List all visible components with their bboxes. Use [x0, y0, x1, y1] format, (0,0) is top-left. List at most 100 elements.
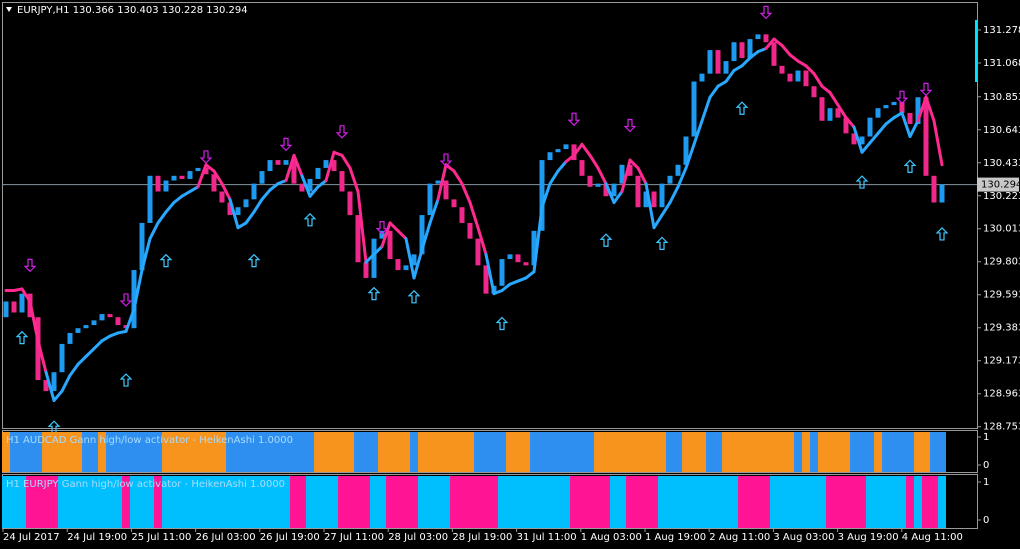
ha-bar	[835, 108, 841, 118]
state-column	[650, 476, 658, 528]
activator-line	[620, 158, 632, 194]
buy-arrow	[903, 159, 917, 173]
ha-bar	[803, 70, 809, 87]
state-column	[74, 476, 82, 528]
ha-bar	[307, 178, 313, 192]
ha-bar	[483, 265, 489, 294]
state-column	[2, 432, 10, 472]
activator-line	[572, 142, 584, 157]
ha-bar	[299, 183, 305, 192]
main-frame	[2, 2, 978, 429]
activator-line	[892, 111, 904, 120]
activator-line	[388, 221, 400, 233]
state-column	[146, 476, 154, 528]
buy-arrow	[119, 373, 133, 387]
state-column	[538, 476, 546, 528]
ha-bar	[683, 136, 689, 165]
state-column	[522, 476, 530, 528]
ha-bar	[195, 167, 201, 172]
state-column	[810, 476, 818, 528]
activator-line	[68, 362, 80, 377]
state-column	[898, 476, 906, 528]
state-column	[418, 476, 426, 528]
activator-line	[484, 252, 496, 296]
ha-bar	[643, 191, 649, 208]
activator-line	[412, 248, 424, 280]
state-column	[714, 432, 722, 472]
activator-line	[548, 169, 560, 186]
sell-arrow	[567, 112, 581, 127]
activator-line	[532, 205, 544, 274]
state-column	[618, 432, 626, 472]
state-column	[314, 476, 322, 528]
ha-bar	[915, 97, 921, 124]
state-column	[26, 432, 34, 472]
x-tick-label: 24 Jul 2017	[3, 532, 60, 543]
state-column	[466, 476, 474, 528]
activator-line	[732, 64, 744, 73]
state-column	[738, 432, 746, 472]
x-tick-label: 1 Aug 03:00	[581, 532, 642, 543]
sell-arrow	[199, 150, 213, 164]
state-column	[722, 476, 730, 528]
ha-bar	[227, 202, 233, 216]
state-column	[298, 432, 306, 472]
state-column	[906, 476, 914, 528]
state-column	[690, 432, 698, 472]
ha-bar	[867, 117, 873, 137]
state-column	[330, 432, 338, 472]
activator-line	[500, 282, 512, 293]
activator-line	[884, 116, 896, 126]
ha-bar	[283, 160, 289, 165]
activator-line	[76, 355, 88, 366]
state-column	[82, 432, 90, 472]
state-column	[346, 476, 354, 528]
state-column	[242, 432, 250, 472]
state-column	[362, 432, 370, 472]
state-column	[66, 476, 74, 528]
state-column	[106, 432, 114, 472]
state-column	[186, 432, 194, 472]
ha-bar	[539, 160, 545, 231]
activator-line	[524, 270, 536, 280]
state-column	[34, 476, 42, 528]
state-column	[578, 432, 586, 472]
state-column	[850, 432, 858, 472]
state-column	[514, 432, 522, 472]
state-column	[74, 432, 82, 472]
state-column	[522, 432, 530, 472]
state-column	[42, 432, 50, 472]
x-tick-label: 28 Jul 19:00	[452, 532, 512, 543]
state-column	[58, 432, 66, 472]
ha-bar	[467, 222, 473, 239]
state-column	[642, 476, 650, 528]
ha-bar	[547, 152, 553, 161]
activator-line	[148, 221, 160, 241]
state-column	[538, 432, 546, 472]
ha-bar	[499, 259, 505, 286]
state-column	[386, 432, 394, 472]
ha-bar	[923, 97, 929, 176]
state-column	[354, 476, 362, 528]
ha-bar	[515, 254, 521, 263]
state-column	[410, 432, 418, 472]
state-column	[546, 432, 554, 472]
x-tick-label: 24 Jul 19:00	[67, 532, 127, 543]
state-column	[906, 432, 914, 472]
activator-line	[812, 72, 824, 88]
state-column	[594, 432, 602, 472]
ha-bar	[763, 34, 769, 43]
activator-line	[452, 169, 464, 186]
state-column	[658, 432, 666, 472]
state-column	[602, 476, 610, 528]
y-tick-label: 0	[983, 515, 989, 526]
sell-arrow	[23, 258, 37, 273]
state-column	[194, 432, 202, 472]
state-column	[642, 432, 650, 472]
activator-line	[156, 210, 168, 225]
state-column	[898, 432, 906, 472]
state-column	[370, 476, 378, 528]
y-tick-label: 129.173	[983, 356, 1020, 367]
